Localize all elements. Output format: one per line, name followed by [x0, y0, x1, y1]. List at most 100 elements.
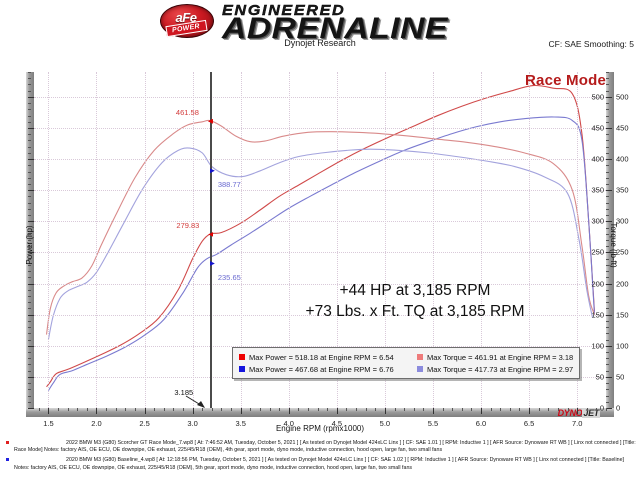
rpm-minor-tick: [461, 408, 463, 411]
power-tick-mark: [28, 221, 34, 223]
rpm-tick-label: 2.5: [139, 419, 150, 428]
torque-minor-tick: [606, 302, 609, 304]
rpm-minor-tick: [557, 408, 559, 411]
run-note-text: 2020 BMW M3 (G80) Baseline_4.wp8 [ At: 1…: [8, 457, 640, 471]
rpm-minor-tick: [327, 408, 329, 411]
torque-minor-tick: [606, 364, 609, 366]
power-tick-mark: [28, 376, 34, 378]
data-point-label: 235.65: [217, 273, 241, 283]
rpm-minor-tick: [298, 408, 300, 411]
cursor-line[interactable]: [210, 72, 213, 408]
torque-minor-tick: [606, 171, 609, 173]
torque-minor-tick: [606, 395, 609, 397]
grid-line-vertical: [48, 72, 50, 408]
grid-line-horizontal: [34, 283, 606, 285]
data-point-label: 388.77: [217, 180, 241, 190]
page-header: aFe POWER ENGINEERED ADRENALINE Dynojet …: [0, 0, 640, 56]
torque-tick-mark: [606, 128, 612, 129]
dynojet-mark-dark: JET: [582, 408, 600, 418]
rpm-minor-tick: [202, 408, 204, 411]
gain-summary: +44 HP at 3,185 RPM +73 Lbs. x Ft. TQ at…: [250, 280, 580, 322]
torque-tick-mark: [606, 159, 612, 161]
data-point-marker: [207, 118, 213, 124]
power-minor-tick: [28, 140, 31, 142]
rpm-minor-tick: [307, 408, 309, 411]
run-note-entry: 2020 BMW M3 (G80) Baseline_4.wp8 [ At: 1…: [0, 457, 640, 471]
torque-tick-label: 350: [616, 185, 629, 195]
rpm-tick-mark: [336, 408, 338, 414]
torque-minor-tick: [606, 339, 609, 341]
rpm-tick-label: 3.5: [235, 419, 246, 428]
rpm-tick-mark: [577, 408, 579, 414]
rpm-minor-tick: [471, 408, 473, 411]
torque-minor-tick: [606, 72, 609, 73]
rpm-minor-tick: [346, 408, 348, 411]
rpm-minor-tick: [596, 408, 598, 411]
rpm-minor-tick: [183, 408, 184, 411]
torque-tick-label: 400: [616, 154, 629, 164]
power-minor-tick: [28, 177, 31, 179]
power-minor-tick: [28, 146, 31, 148]
power-minor-tick: [28, 401, 31, 403]
legend-row: Max Power = 518.18 at Engine RPM = 6.54 …: [239, 351, 573, 363]
power-tick-mark: [28, 314, 34, 316]
grid-line-horizontal: [34, 159, 606, 161]
torque-minor-tick: [606, 215, 609, 217]
rpm-minor-tick: [259, 408, 261, 411]
rpm-minor-tick: [394, 408, 396, 411]
rpm-tick-mark: [240, 408, 242, 414]
run-note-body: 2020 BMW M3 (G80) Baseline_4.wp8 [ At: 1…: [14, 457, 625, 471]
gain-tq-text: +73 Lbs. x Ft. TQ at 3,185 RPM: [305, 303, 525, 320]
torque-tick-mark: [606, 283, 612, 285]
power-minor-tick: [28, 103, 31, 105]
power-minor-tick: [28, 302, 31, 304]
rpm-tick-label: 4.5: [331, 419, 343, 428]
rpm-tick-mark: [529, 408, 531, 414]
rpm-axis-bar: [26, 408, 614, 417]
data-point-label: 461.58: [175, 107, 199, 117]
torque-tick-mark: [606, 190, 612, 192]
rpm-tick-mark: [384, 408, 386, 414]
torque-minor-tick: [606, 258, 609, 260]
data-point-marker: [209, 168, 215, 174]
power-minor-tick: [28, 215, 31, 217]
power-tick-mark: [28, 190, 34, 192]
rpm-minor-tick: [365, 408, 367, 411]
rpm-minor-tick: [567, 408, 569, 411]
power-minor-tick: [28, 115, 31, 117]
torque-tick-mark: [606, 221, 612, 223]
power-minor-tick: [28, 208, 31, 210]
torque-minor-tick: [606, 327, 609, 329]
rpm-tick-label: 5.5: [427, 419, 439, 428]
run-color-swatch-icon: [6, 458, 9, 462]
torque-minor-tick: [606, 103, 609, 105]
rpm-minor-tick: [356, 408, 358, 411]
legend-label: Max Torque = 417.73 at Engine RPM = 2.97: [427, 364, 574, 374]
rpm-minor-tick: [86, 408, 88, 411]
dynojet-watermark: DYNOJET: [558, 408, 600, 418]
rpm-minor-tick: [67, 408, 69, 411]
torque-minor-tick: [606, 246, 609, 248]
torque-tick-mark: [606, 376, 612, 378]
rpm-tick-label: 2.0: [91, 419, 102, 428]
run-note-text: 2022 BMW M3 (G80) Scorcher GT Race Mode_…: [8, 440, 640, 454]
torque-minor-tick: [606, 389, 609, 391]
power-minor-tick: [28, 271, 31, 273]
torque-tick-label: 200: [616, 279, 629, 289]
torque-tick-label: 50: [616, 372, 625, 382]
power-minor-tick: [28, 327, 31, 329]
power-tick-label: 500: [591, 92, 604, 102]
torque-tick-label: 150: [616, 310, 629, 320]
run-color-swatch-icon: [6, 441, 9, 444]
rpm-minor-tick: [519, 408, 521, 411]
rpm-minor-tick: [404, 408, 406, 411]
rpm-minor-tick: [221, 408, 223, 411]
power-minor-tick: [28, 246, 31, 248]
power-tick-mark: [28, 96, 34, 98]
torque-minor-tick: [606, 165, 609, 167]
power-axis-bar: [26, 72, 34, 417]
rpm-minor-tick: [548, 408, 550, 411]
power-minor-tick: [28, 395, 31, 397]
torque-minor-tick: [606, 370, 609, 372]
power-tick-mark: [28, 283, 34, 285]
